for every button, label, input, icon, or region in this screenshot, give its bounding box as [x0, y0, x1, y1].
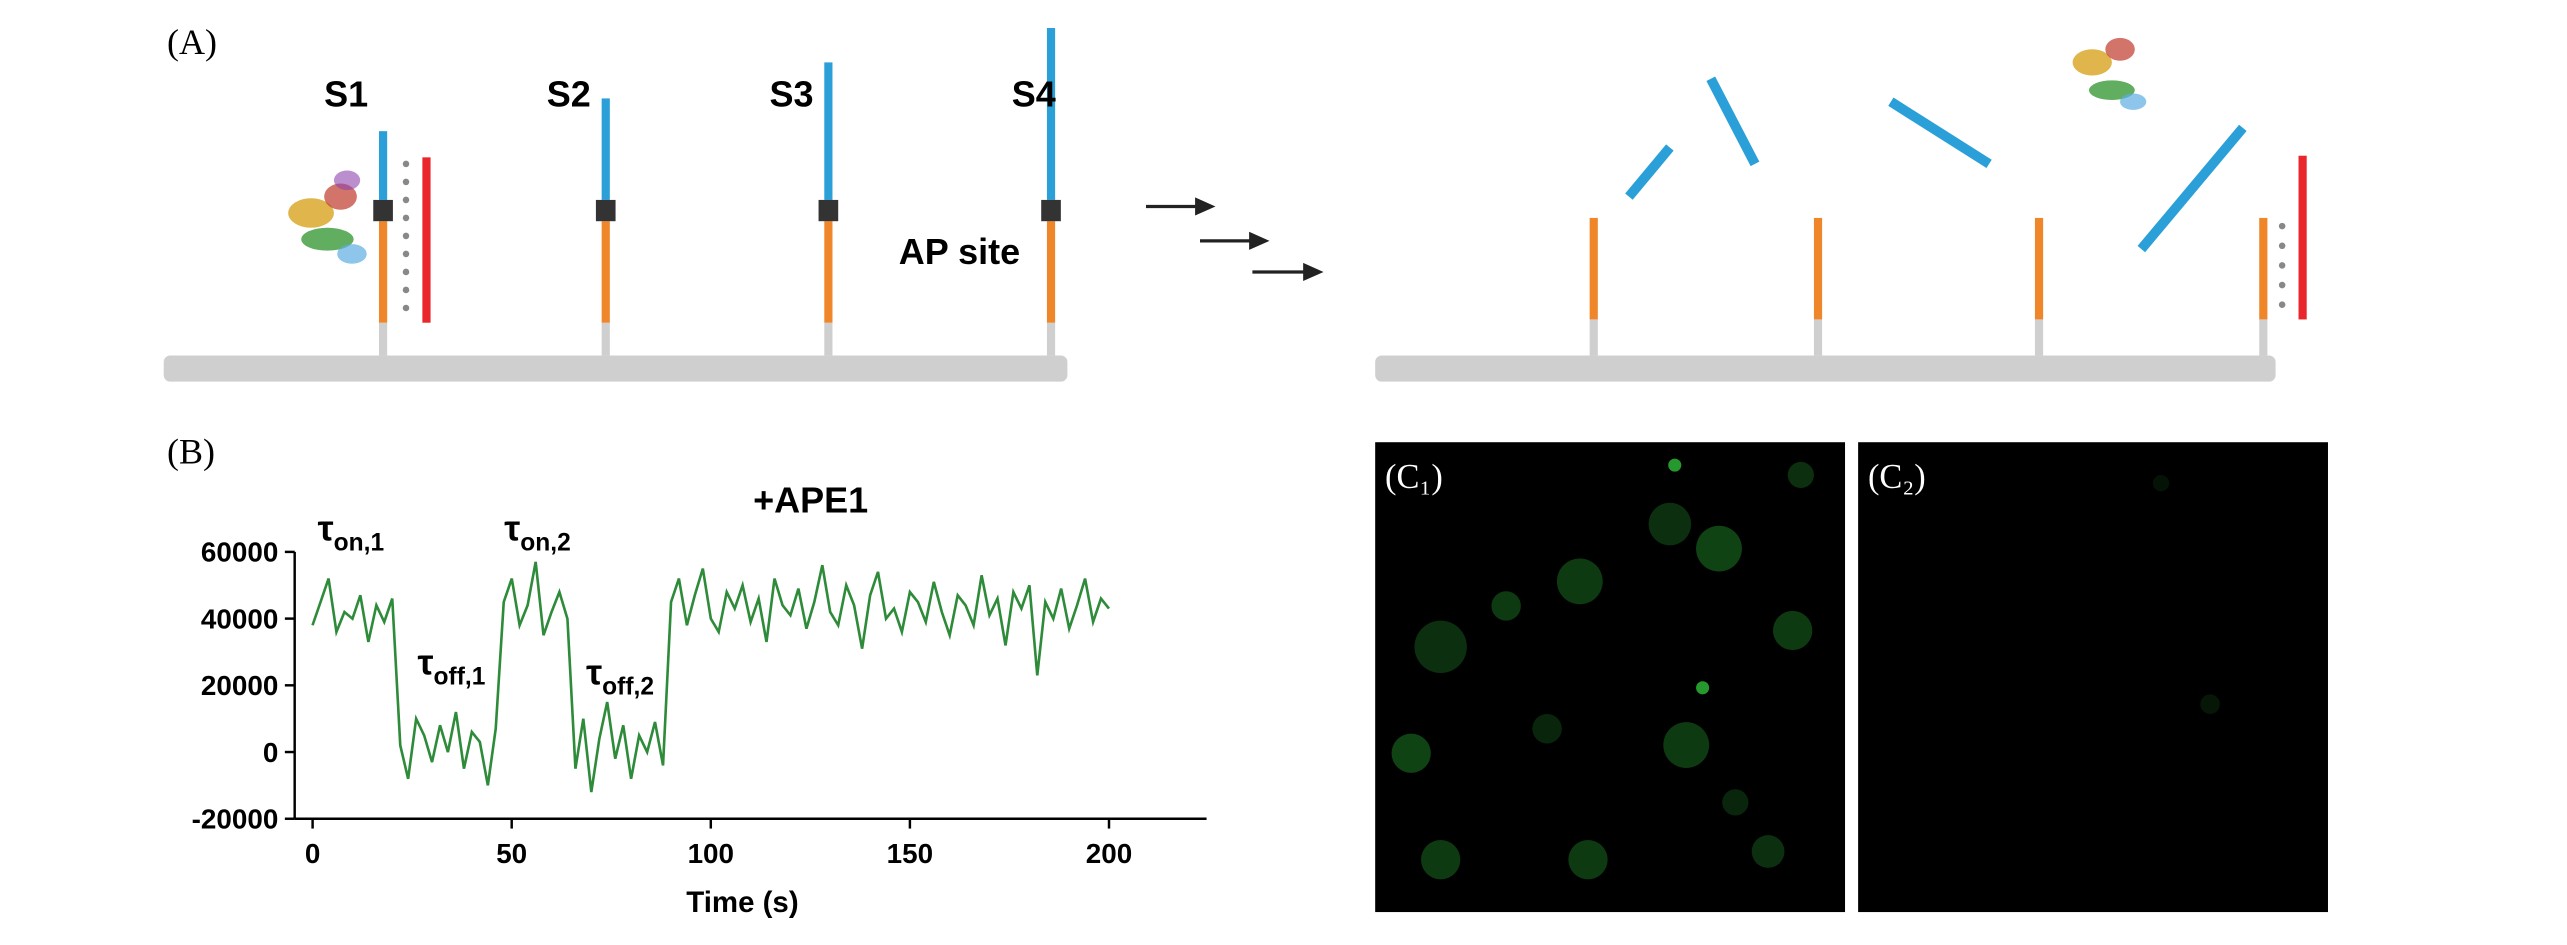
strand-blue — [378, 131, 388, 200]
annotation-subscript: off,2 — [602, 673, 654, 700]
strand-orange — [378, 221, 388, 323]
x-tick-label: 50 — [496, 838, 527, 869]
strand-orange — [601, 221, 610, 323]
ap-site — [818, 199, 839, 222]
y-tick-label: 0 — [263, 737, 278, 768]
strand-label: S4 — [1012, 74, 1056, 115]
chart: -20000 0 20000 40000 60000 0 50 100 150 200 Time (… — [192, 480, 1207, 919]
probe-dot — [402, 178, 410, 186]
cleaved-strands — [1589, 76, 2307, 356]
strand-base — [378, 322, 388, 356]
strand-blue — [824, 62, 833, 200]
strand-blue — [601, 98, 610, 200]
x-tick-label: 200 — [1086, 838, 1132, 869]
strand-group: S1 S2 S3 S4 — [324, 28, 1061, 356]
probe — [422, 157, 431, 323]
image-label: (C₁) — [1385, 458, 1443, 496]
x-tick-label: 0 — [305, 838, 320, 869]
annotation-text: τ — [586, 652, 602, 693]
y-tick-label: -20000 — [192, 804, 279, 835]
annotation-text: τ — [318, 507, 334, 548]
probe-dot — [402, 268, 410, 276]
micrograph — [1858, 442, 2328, 913]
x-tick-label: 150 — [887, 838, 933, 869]
annotation: τoff,1 — [417, 642, 485, 691]
panel-label: (B) — [167, 431, 215, 471]
panel-label: (A) — [167, 22, 217, 62]
strand-label: S1 — [324, 74, 368, 115]
probe-dot — [402, 286, 410, 294]
surface — [163, 355, 1068, 382]
strand-base — [824, 322, 833, 356]
site-label: AP site — [899, 231, 1020, 272]
strand-label: S3 — [769, 74, 813, 115]
strand-blue — [1046, 28, 1056, 200]
strand-base — [1046, 322, 1056, 356]
probe-dot — [402, 214, 410, 222]
cell-signals — [1391, 458, 1814, 880]
annotation-text: τ — [417, 642, 433, 683]
annotation-subscript: on,1 — [334, 529, 384, 556]
image-label: (C₂) — [1868, 458, 1926, 496]
protein-icon — [288, 170, 367, 264]
surface — [1375, 355, 2276, 382]
x-tick-label: 100 — [688, 838, 734, 869]
annotation-text: τ — [504, 507, 520, 548]
ap-site — [595, 199, 616, 222]
strand-label: S2 — [547, 74, 591, 115]
protein-icon — [2072, 37, 2147, 110]
probe-dot — [402, 304, 410, 312]
x-axis-label: Time (s) — [686, 886, 798, 919]
probe-dot — [402, 196, 410, 204]
y-tick-label: 20000 — [201, 670, 278, 701]
annotation-subscript: on,2 — [520, 529, 570, 556]
strand-orange — [824, 221, 833, 323]
trace — [311, 561, 1111, 793]
strand-orange — [1046, 221, 1056, 323]
ap-site — [1041, 199, 1061, 222]
annotation: τoff,2 — [586, 652, 654, 701]
probe-dot — [402, 232, 410, 240]
y-tick-label: 60000 — [201, 537, 278, 568]
arrows — [1145, 197, 1324, 282]
annotation: +APE1 — [753, 480, 868, 521]
annotation: τon,1 — [318, 507, 385, 556]
strand-base — [601, 322, 610, 356]
y-tick-label: 40000 — [201, 603, 278, 634]
cell-signals — [2152, 474, 2220, 714]
micrograph — [1375, 442, 1846, 913]
probe-dot — [402, 160, 410, 168]
annotation-text: +APE1 — [753, 480, 868, 521]
ap-site — [373, 199, 393, 222]
annotation-subscript: off,1 — [434, 664, 486, 691]
probe-dot — [402, 250, 410, 258]
annotation: τon,2 — [504, 507, 571, 556]
